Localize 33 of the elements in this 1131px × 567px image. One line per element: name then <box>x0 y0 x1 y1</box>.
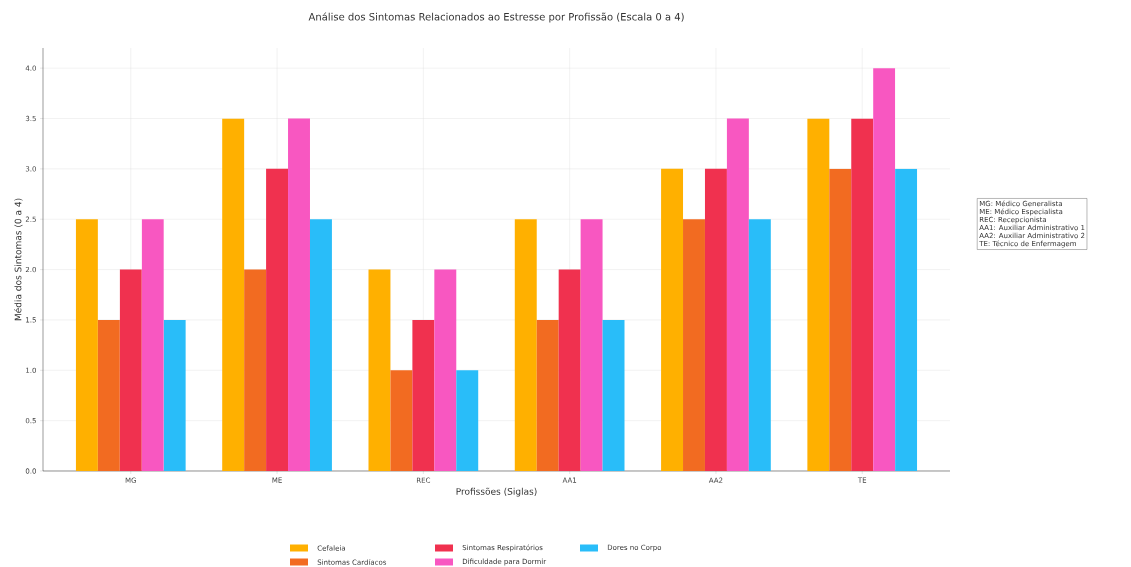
chart-title: Análise dos Sintomas Relacionados ao Estresse por Profissão (Escala 0 a 4) <box>308 12 684 23</box>
x-axis-title: Profissões (Siglas) <box>456 487 537 497</box>
bar <box>434 269 457 471</box>
bar <box>412 319 435 471</box>
bar <box>288 118 310 471</box>
bar <box>895 168 918 471</box>
bar <box>748 219 771 471</box>
bar <box>704 168 727 471</box>
bar <box>602 319 625 471</box>
bar <box>222 118 245 471</box>
bar <box>119 269 142 471</box>
bar <box>558 269 581 471</box>
y-axis-title: Média dos Sintomas (0 a 4) <box>14 198 23 321</box>
bar <box>873 68 896 471</box>
bar <box>661 168 684 471</box>
bar <box>390 370 413 471</box>
bar <box>726 118 749 471</box>
bar <box>536 319 559 471</box>
bar <box>851 118 874 471</box>
bar <box>456 370 479 471</box>
bar <box>368 269 391 471</box>
bar <box>829 168 852 471</box>
bar <box>97 319 120 471</box>
bar <box>807 118 830 471</box>
bar <box>163 319 186 471</box>
bar <box>75 219 98 471</box>
bar <box>309 219 332 471</box>
bar <box>580 219 603 471</box>
bar <box>141 219 164 471</box>
bar <box>266 168 289 471</box>
bar <box>683 219 705 471</box>
bar <box>514 219 537 471</box>
bar <box>244 269 267 471</box>
